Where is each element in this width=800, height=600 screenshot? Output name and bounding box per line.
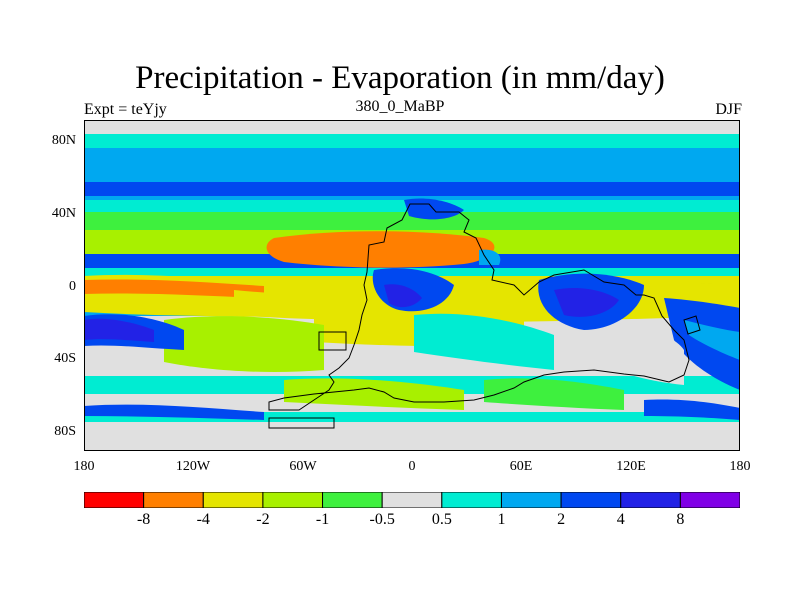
x-tick-120w: 120W: [175, 459, 211, 474]
colorbar-swatch: [500, 492, 562, 508]
colorbar-label: -8: [136, 511, 151, 528]
experiment-label: Expt = teYjy: [84, 101, 167, 118]
y-tick-80s: 80S: [54, 424, 76, 439]
period-label: 380_0_MaBP: [355, 98, 445, 115]
colorbar-label: 4: [616, 511, 625, 528]
y-tick-80n: 80N: [51, 133, 76, 148]
colorbar-swatch: [84, 492, 145, 508]
colorbar-swatch: [262, 492, 324, 508]
colorbar-swatch: [143, 492, 204, 508]
colorbar-label: 8: [676, 511, 685, 528]
x-tick-60e: 60E: [509, 459, 533, 474]
x-tick-180w: 180: [73, 459, 95, 474]
colorbar-label: 2: [557, 511, 566, 528]
colorbar-swatch: [679, 492, 740, 508]
x-tick-60w: 60W: [289, 459, 317, 474]
y-tick-40s: 40S: [54, 351, 76, 366]
x-tick-0: 0: [408, 459, 416, 474]
map-title: Precipitation - Evaporation (in mm/day): [135, 60, 665, 96]
colorbar-swatch: [322, 492, 383, 508]
colorbar: [84, 492, 740, 508]
colorbar-swatch: [560, 492, 622, 508]
colorbar-label: 1: [497, 511, 506, 528]
colorbar-label: -2: [256, 511, 270, 528]
map-panel: [84, 120, 740, 451]
precip-evap-field: [84, 120, 740, 451]
colorbar-swatch: [381, 492, 443, 508]
y-tick-0: 0: [69, 279, 76, 294]
colorbar-label: 0.5: [431, 511, 452, 528]
x-tick-120e: 120E: [616, 459, 646, 474]
colorbar-label: -4: [196, 511, 210, 528]
x-tick-180e: 180: [729, 459, 751, 474]
colorbar-label: -0.5: [369, 511, 395, 528]
season-label: DJF: [715, 101, 742, 118]
y-tick-40n: 40N: [51, 206, 76, 221]
colorbar-swatch: [620, 492, 681, 508]
colorbar-swatch: [202, 492, 264, 508]
colorbar-label: -1: [315, 511, 330, 528]
colorbar-swatch: [441, 492, 502, 508]
